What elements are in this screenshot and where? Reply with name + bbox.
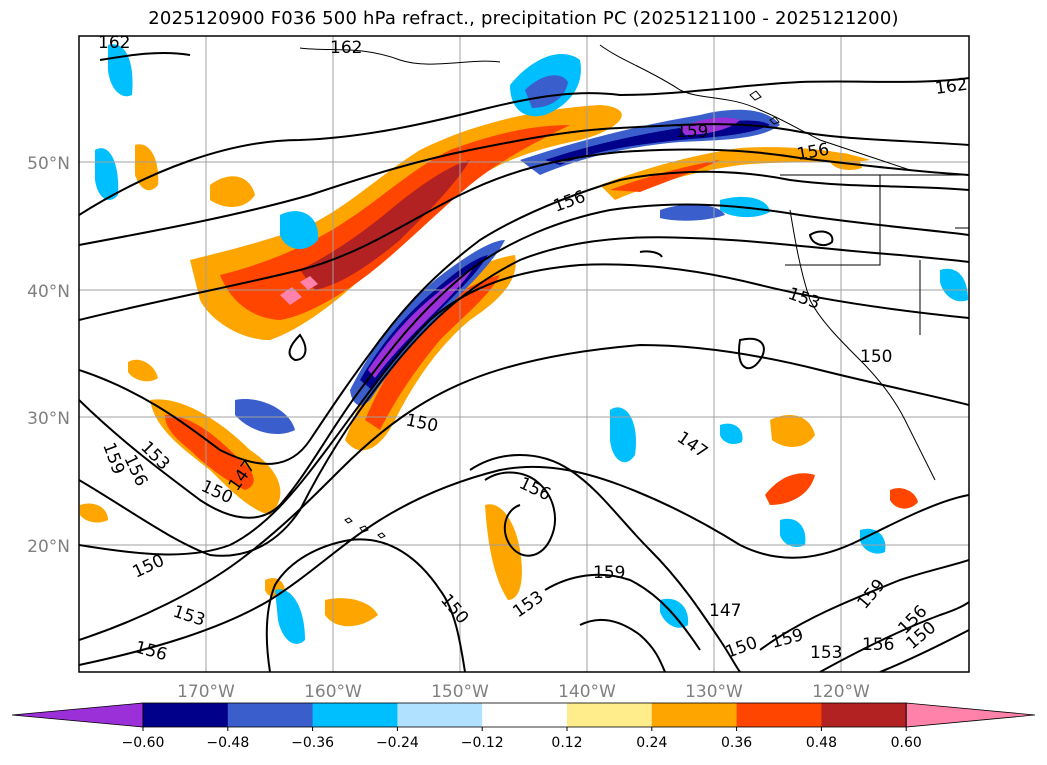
contour-label: 153 — [810, 643, 842, 663]
precip-area-cyan-8 — [660, 598, 689, 628]
colorbar-extend-low — [11, 702, 144, 728]
precip-area-cyan-4 — [280, 211, 319, 250]
lon-label: 140°W — [558, 682, 616, 702]
contour-label: 147 — [709, 601, 741, 621]
precip-area-cyan-7 — [610, 407, 636, 463]
precip-area-purple-1 — [368, 270, 472, 378]
precip-area-orange-6 — [210, 176, 255, 207]
precip-area-cyan-2 — [95, 148, 119, 200]
precip-area-cyan-11 — [860, 528, 886, 554]
map-frame — [78, 35, 970, 673]
precip-area-blue-3 — [525, 75, 568, 108]
colorbar: −0.60 −0.48 −0.36 −0.24 −0.12 0.12 0.24 0.36 0.4… — [11, 702, 1036, 751]
contour-label: 159 — [676, 122, 708, 142]
contour-label: 156 — [862, 635, 894, 655]
precip-fill-positive — [80, 105, 918, 627]
precip-area-orange-9 — [325, 598, 378, 627]
colorbar-extend-high — [905, 702, 1036, 728]
colorbar-tick-label: 0.60 — [891, 735, 922, 751]
lat-labels: 50°N 40°N 30°N 20°N — [27, 154, 70, 557]
colorbar-tick-label: −0.24 — [376, 735, 419, 751]
map-content: 162 162 162 159 156 156 153 150 150 147 … — [79, 33, 969, 672]
colorbar-swatch — [397, 703, 483, 727]
colorbar-swatch — [736, 703, 822, 727]
contour-label: 162 — [934, 75, 969, 99]
precip-area-orange-3 — [600, 147, 870, 200]
colorbar-tick-label: −0.60 — [122, 735, 165, 751]
lon-label: 120°W — [812, 682, 870, 702]
colorbar-swatch — [482, 703, 568, 727]
precip-area-cyan-6 — [940, 268, 968, 302]
colorbar-swatch — [227, 703, 314, 727]
colorbar-tick-label: 0.24 — [636, 735, 667, 751]
colorbar-tick-label: 0.36 — [721, 735, 752, 751]
colorbar-swatch — [821, 703, 907, 727]
precip-area-orange-5 — [135, 144, 159, 191]
lon-label: 150°W — [431, 682, 489, 702]
precip-area-red-2 — [365, 275, 500, 430]
lon-label: 170°W — [177, 682, 235, 702]
map-title: 2025120900 F036 500 hPa refract., precip… — [148, 8, 899, 29]
precip-area-red-6 — [890, 488, 918, 509]
colorbar-tick-label: −0.36 — [291, 735, 334, 751]
contour-label: 162 — [330, 38, 362, 58]
precip-area-blue-5 — [660, 204, 725, 221]
lat-label: 50°N — [27, 154, 70, 174]
precip-area-red-5 — [765, 473, 815, 505]
precip-area-orange-11 — [80, 503, 108, 523]
precip-area-orange-12 — [128, 359, 158, 382]
lat-label: 40°N — [27, 282, 70, 302]
coastlines — [299, 44, 969, 539]
colorbar-tick-label: −0.12 — [461, 735, 504, 751]
colorbar-tick-label: 0.12 — [551, 735, 582, 751]
height-contours — [79, 51, 969, 672]
lat-label: 20°N — [27, 537, 70, 557]
colorbar-swatch — [312, 703, 398, 727]
lon-label: 160°W — [304, 682, 362, 702]
contour-label: 162 — [98, 33, 130, 53]
contour-label: 159 — [593, 563, 625, 583]
colorbar-tick-label: −0.48 — [206, 735, 249, 751]
lon-label: 130°W — [685, 682, 743, 702]
precip-area-purple-2 — [680, 117, 740, 135]
colorbar-swatch — [567, 703, 653, 727]
precip-area-orange-8 — [485, 504, 522, 600]
precip-area-orange-7 — [770, 415, 815, 447]
lon-labels: 170°W 160°W 150°W 140°W 130°W 120°W — [177, 682, 870, 702]
precip-area-red-4 — [165, 415, 254, 490]
precip-area-darkred-1 — [300, 160, 470, 290]
precip-area-cyan-10 — [780, 518, 806, 547]
colorbar-tick-label: 0.48 — [806, 735, 837, 751]
contour-label: 150 — [860, 347, 892, 367]
colorbar-frame — [142, 702, 907, 728]
lat-label: 30°N — [27, 409, 70, 429]
precip-area-cyan-9 — [275, 589, 305, 644]
colorbar-swatch — [143, 703, 229, 727]
colorbar-swatch — [651, 703, 738, 727]
precip-area-pink-1 — [280, 276, 318, 305]
precip-area-cyan-12 — [720, 423, 743, 445]
precip-area-red-3 — [610, 160, 720, 192]
